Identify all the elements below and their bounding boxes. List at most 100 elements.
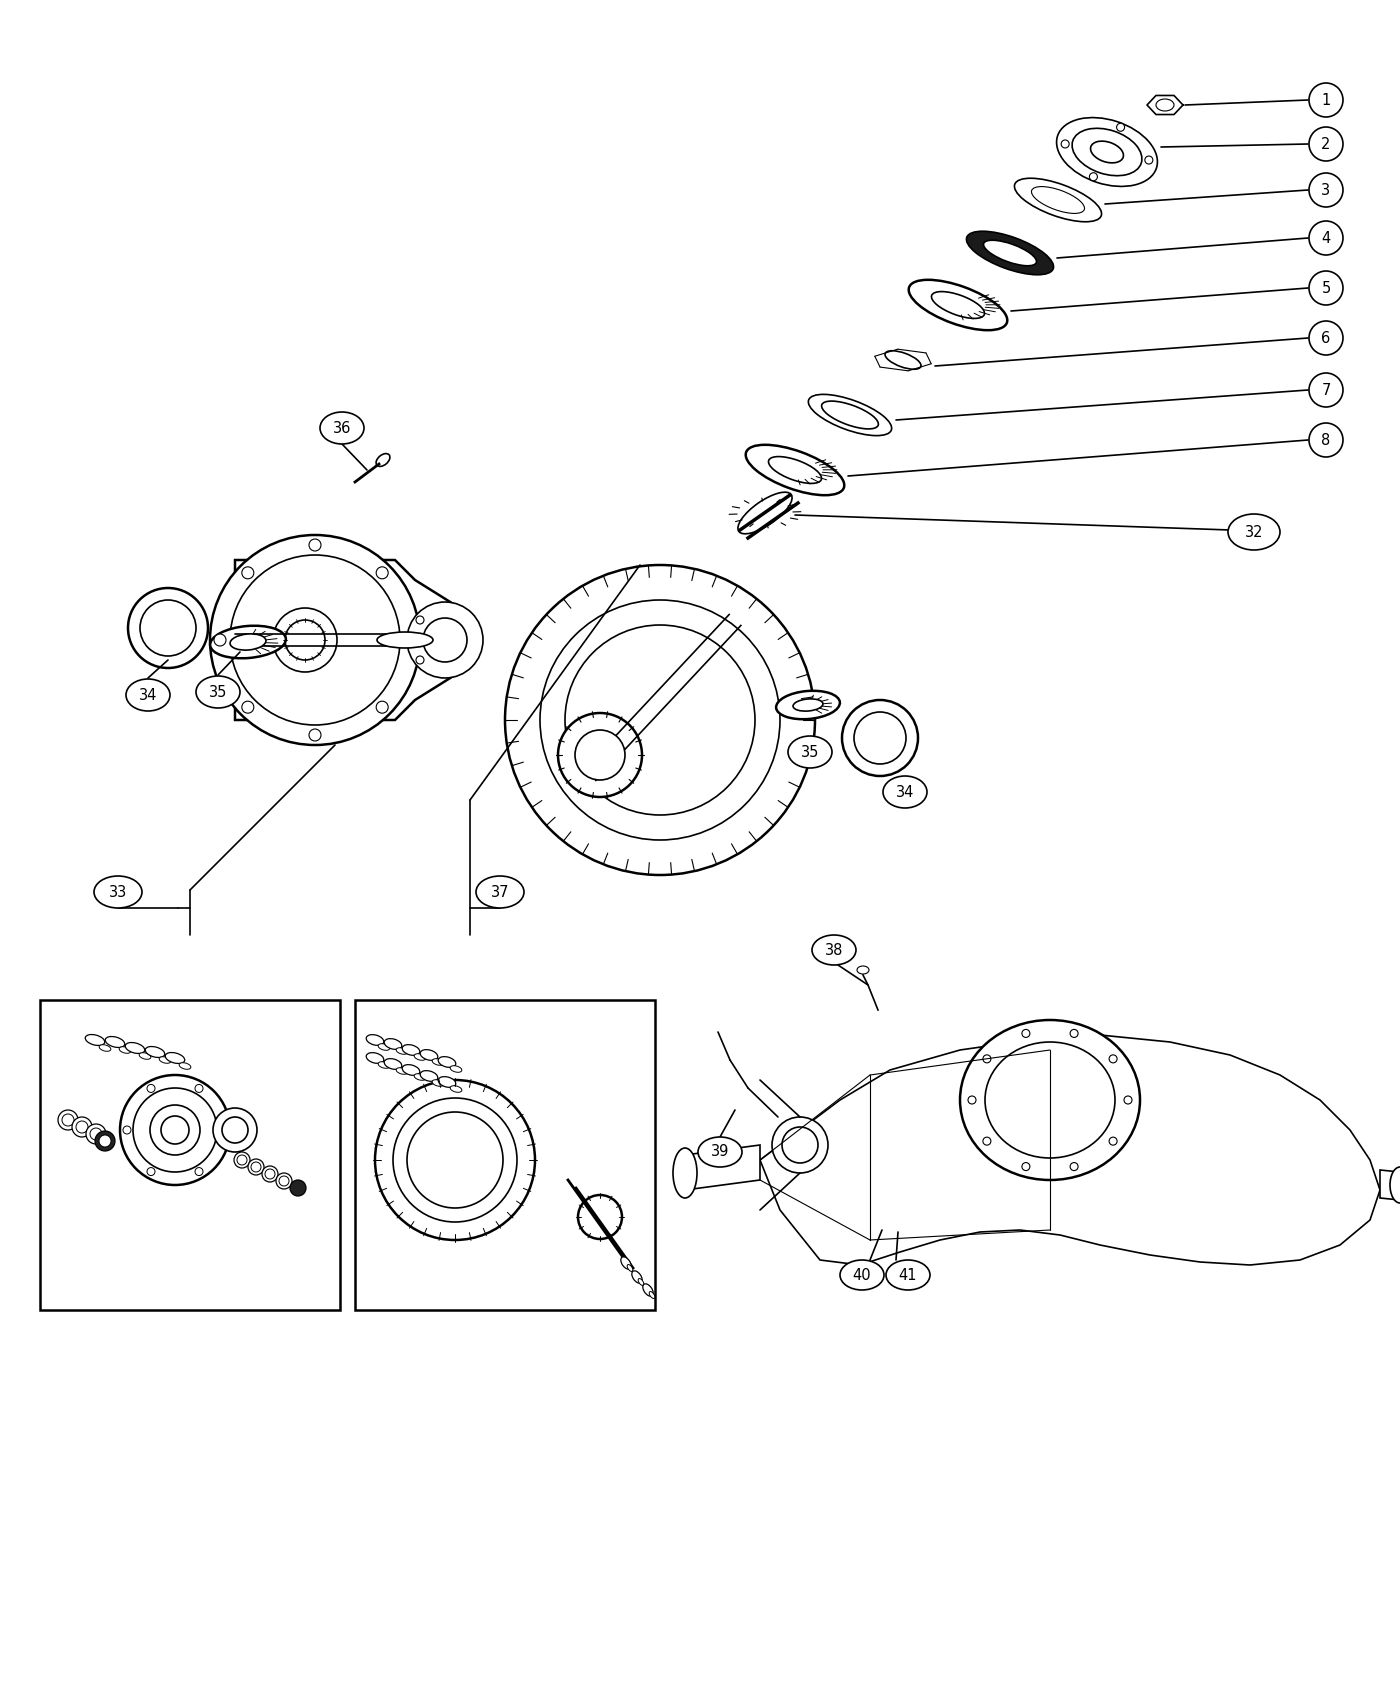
- Circle shape: [1022, 1030, 1030, 1037]
- Ellipse shape: [788, 736, 832, 768]
- Circle shape: [1061, 139, 1070, 148]
- Circle shape: [242, 566, 253, 578]
- Ellipse shape: [396, 1047, 407, 1054]
- Circle shape: [123, 1125, 132, 1134]
- Ellipse shape: [150, 1105, 200, 1154]
- Circle shape: [967, 1096, 976, 1103]
- Ellipse shape: [99, 1136, 111, 1148]
- Ellipse shape: [127, 588, 209, 668]
- Ellipse shape: [433, 1080, 444, 1086]
- Ellipse shape: [650, 1292, 655, 1299]
- Ellipse shape: [984, 240, 1036, 265]
- Ellipse shape: [631, 1272, 643, 1284]
- Text: 38: 38: [825, 942, 843, 957]
- Ellipse shape: [179, 1062, 190, 1069]
- Ellipse shape: [738, 493, 792, 534]
- Ellipse shape: [85, 1124, 106, 1144]
- Circle shape: [1309, 83, 1343, 117]
- Text: 40: 40: [853, 1268, 871, 1282]
- Ellipse shape: [822, 401, 878, 428]
- Ellipse shape: [377, 632, 433, 648]
- Ellipse shape: [812, 935, 855, 966]
- Polygon shape: [760, 1035, 1380, 1265]
- Ellipse shape: [273, 609, 337, 672]
- Ellipse shape: [578, 1195, 622, 1239]
- Ellipse shape: [1228, 513, 1280, 551]
- Ellipse shape: [438, 1076, 456, 1088]
- Circle shape: [1309, 221, 1343, 255]
- Ellipse shape: [160, 1057, 171, 1062]
- Ellipse shape: [620, 1256, 631, 1270]
- Ellipse shape: [367, 1052, 384, 1064]
- Ellipse shape: [931, 292, 984, 318]
- Ellipse shape: [885, 350, 921, 369]
- Ellipse shape: [210, 626, 286, 658]
- Circle shape: [1070, 1163, 1078, 1171]
- Ellipse shape: [94, 876, 141, 908]
- Circle shape: [147, 1168, 155, 1176]
- Circle shape: [377, 566, 388, 578]
- Circle shape: [1022, 1163, 1030, 1171]
- Ellipse shape: [1015, 178, 1102, 221]
- Ellipse shape: [165, 1052, 185, 1064]
- Text: 36: 36: [333, 420, 351, 435]
- Ellipse shape: [402, 1064, 420, 1076]
- Ellipse shape: [883, 775, 927, 808]
- Ellipse shape: [161, 1115, 189, 1144]
- Ellipse shape: [230, 554, 400, 724]
- Ellipse shape: [95, 1130, 115, 1151]
- Ellipse shape: [559, 712, 643, 797]
- Ellipse shape: [213, 1108, 258, 1153]
- Ellipse shape: [105, 1037, 125, 1047]
- Ellipse shape: [960, 1020, 1140, 1180]
- Bar: [41, 1000, 340, 1311]
- Ellipse shape: [290, 1180, 307, 1197]
- Text: 32: 32: [1245, 525, 1263, 539]
- Circle shape: [405, 634, 416, 646]
- Ellipse shape: [476, 876, 524, 908]
- Ellipse shape: [783, 1127, 818, 1163]
- Circle shape: [218, 1125, 227, 1134]
- Ellipse shape: [433, 1059, 444, 1066]
- Ellipse shape: [367, 1035, 384, 1046]
- Ellipse shape: [119, 1047, 130, 1054]
- Ellipse shape: [638, 1278, 644, 1285]
- Text: 8: 8: [1322, 432, 1330, 447]
- Ellipse shape: [85, 1035, 105, 1046]
- Text: 41: 41: [899, 1268, 917, 1282]
- Circle shape: [983, 1056, 991, 1062]
- Ellipse shape: [234, 1153, 251, 1168]
- Ellipse shape: [451, 1066, 462, 1073]
- Text: 39: 39: [711, 1144, 729, 1159]
- Ellipse shape: [378, 1062, 389, 1068]
- Circle shape: [214, 634, 225, 646]
- Ellipse shape: [196, 677, 239, 707]
- Circle shape: [1309, 128, 1343, 162]
- Ellipse shape: [438, 1057, 456, 1068]
- Ellipse shape: [133, 1088, 217, 1171]
- Ellipse shape: [99, 1046, 111, 1051]
- Ellipse shape: [627, 1265, 633, 1272]
- Circle shape: [1145, 156, 1152, 163]
- Ellipse shape: [1390, 1166, 1400, 1204]
- Circle shape: [416, 615, 424, 624]
- Circle shape: [377, 700, 388, 714]
- Text: 33: 33: [109, 884, 127, 899]
- Ellipse shape: [407, 1112, 503, 1209]
- Ellipse shape: [210, 536, 420, 745]
- Ellipse shape: [575, 729, 624, 780]
- Text: 4: 4: [1322, 231, 1330, 245]
- Text: 6: 6: [1322, 330, 1330, 345]
- Text: 5: 5: [1322, 280, 1330, 296]
- Ellipse shape: [126, 678, 169, 711]
- Circle shape: [1070, 1030, 1078, 1037]
- Circle shape: [983, 1137, 991, 1146]
- Ellipse shape: [223, 1117, 248, 1142]
- Circle shape: [147, 1085, 155, 1093]
- Ellipse shape: [396, 1068, 407, 1074]
- Ellipse shape: [840, 1260, 883, 1290]
- Ellipse shape: [62, 1114, 74, 1125]
- Text: 2: 2: [1322, 136, 1330, 151]
- Ellipse shape: [643, 1284, 654, 1295]
- Ellipse shape: [769, 457, 822, 483]
